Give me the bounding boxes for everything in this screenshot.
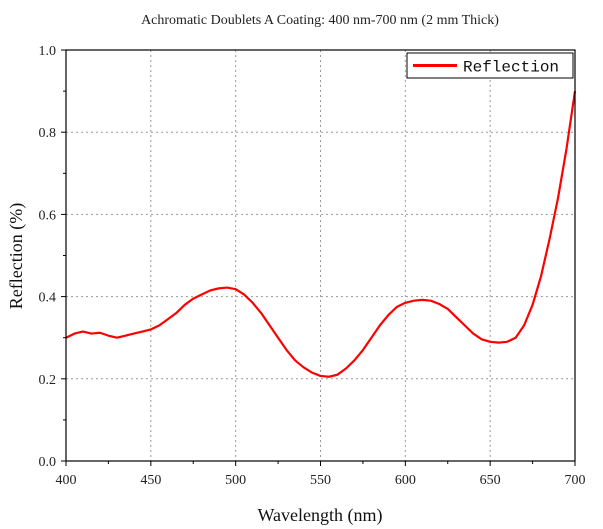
x-axis-label: Wavelength (nm) xyxy=(257,505,382,526)
x-tick-label: 400 xyxy=(56,473,77,488)
y-axis-label: Reflection (%) xyxy=(6,203,27,309)
series-group xyxy=(65,90,577,378)
y-tick-label: 1.0 xyxy=(39,44,57,59)
chart-title: Achromatic Doublets A Coating: 400 nm-70… xyxy=(141,13,499,28)
x-tick-label: 500 xyxy=(225,473,246,488)
y-tick-labels: 0.0 0.2 0.4 0.6 0.8 1.0 xyxy=(39,44,57,470)
y-tick-label: 0.2 xyxy=(39,373,57,388)
y-tick-label: 0.4 xyxy=(39,291,57,306)
x-tick-label: 700 xyxy=(565,473,586,488)
legend: Reflection xyxy=(406,52,574,79)
grid-lines xyxy=(66,50,575,461)
x-tick-label: 600 xyxy=(395,473,416,488)
y-tick-label: 0.8 xyxy=(39,126,57,141)
x-tick-label: 550 xyxy=(310,473,331,488)
x-tick-labels: 400 450 500 550 600 650 700 xyxy=(56,473,586,488)
legend-label-reflection: Reflection xyxy=(463,59,559,77)
y-tick-label: 0.0 xyxy=(39,455,57,470)
x-tick-label: 450 xyxy=(140,473,161,488)
axis-ticks xyxy=(61,49,576,466)
y-tick-label: 0.6 xyxy=(39,208,57,223)
x-tick-label: 650 xyxy=(480,473,501,488)
series-line-reflection xyxy=(65,90,577,378)
